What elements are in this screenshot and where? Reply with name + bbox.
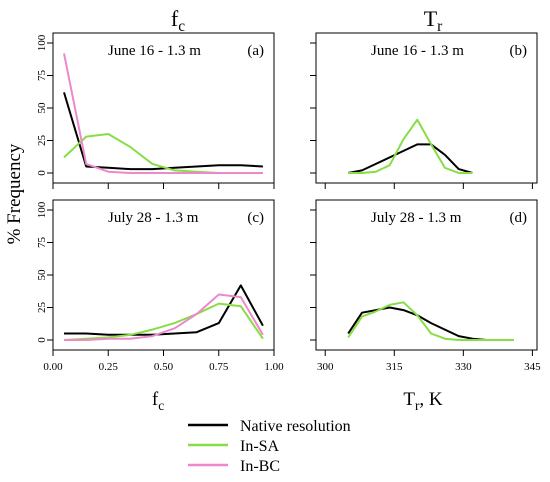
legend-label: In-BC	[240, 458, 280, 475]
x-tick-label: 345	[524, 361, 541, 373]
y-tick-label: 50	[36, 102, 48, 114]
panel-c: July 28 - 1.3 m (c) 0 25 50 75 100 0.00 0.25 0.50…	[36, 199, 284, 373]
label-suffix: , K	[419, 389, 443, 410]
legend-label: In-SA	[240, 438, 280, 455]
series-line-native-resolution	[348, 143, 473, 174]
y-tick-label: 0	[36, 337, 48, 343]
y-tick-label: 0	[36, 170, 48, 176]
panel-title: June 16 - 1.3 m	[371, 43, 464, 59]
label-main: T	[424, 6, 438, 31]
panel-a: June 16 - 1.3 m (a) 0 25 50 75 100	[36, 32, 275, 189]
panel-tag: (d)	[510, 210, 528, 226]
panel-b: June 16 - 1.3 m (b)	[310, 32, 538, 189]
series-line-in-bc	[63, 53, 263, 174]
x-tick-label: 0.75	[209, 361, 229, 373]
label-main: f	[171, 6, 179, 31]
y-tick-label: 25	[36, 135, 48, 147]
x-tick-label: 1.00	[264, 361, 284, 373]
x-tick-label: 315	[386, 361, 403, 373]
y-tick-label: 100	[36, 201, 48, 218]
y-tick-label: 75	[36, 237, 48, 249]
x-tick-label: 0.50	[154, 361, 174, 373]
label-subscript: r	[437, 18, 442, 35]
legend: Native resolution In-SA In-BC	[188, 418, 351, 475]
x-axis-label-tr: Tr, K	[403, 389, 443, 413]
y-axis-label: % Frequency	[4, 143, 25, 244]
x-tick-label: 0.00	[43, 361, 63, 373]
panel-tag: (c)	[247, 210, 264, 226]
label-subscript: r	[415, 398, 420, 413]
y-tick-label: 100	[36, 34, 48, 51]
series-line-native-resolution	[63, 92, 263, 171]
label-subscript: c	[178, 18, 185, 35]
panel-tag: (b)	[510, 43, 528, 59]
panel-d: July 28 - 1.3 m (d) 300 315 330 345	[310, 199, 541, 373]
panel-title: July 28 - 1.3 m	[108, 210, 199, 226]
y-tick-label: 50	[36, 269, 48, 281]
x-tick-label: 0.25	[99, 361, 119, 373]
label-main: T	[403, 389, 415, 410]
series-line-in-sa	[348, 118, 473, 174]
legend-label: Native resolution	[240, 418, 351, 435]
panel-title: July 28 - 1.3 m	[371, 210, 462, 226]
series-line-in-sa	[347, 301, 514, 341]
column-title-fc: fc	[171, 6, 185, 35]
column-title-tr: Tr	[424, 6, 443, 35]
label-subscript: c	[158, 398, 164, 413]
x-tick-label: 330	[455, 361, 472, 373]
label-main: f	[152, 389, 159, 410]
x-axis-label-fc: fc	[152, 389, 164, 413]
series-line-in-bc	[64, 293, 264, 341]
y-tick-label: 25	[36, 302, 48, 314]
panel-title: June 16 - 1.3 m	[108, 43, 201, 59]
x-tick-label: 300	[317, 361, 334, 373]
y-tick-label: 75	[36, 70, 48, 82]
panel-tag: (a)	[247, 43, 264, 59]
series-line-in-sa	[63, 302, 264, 341]
